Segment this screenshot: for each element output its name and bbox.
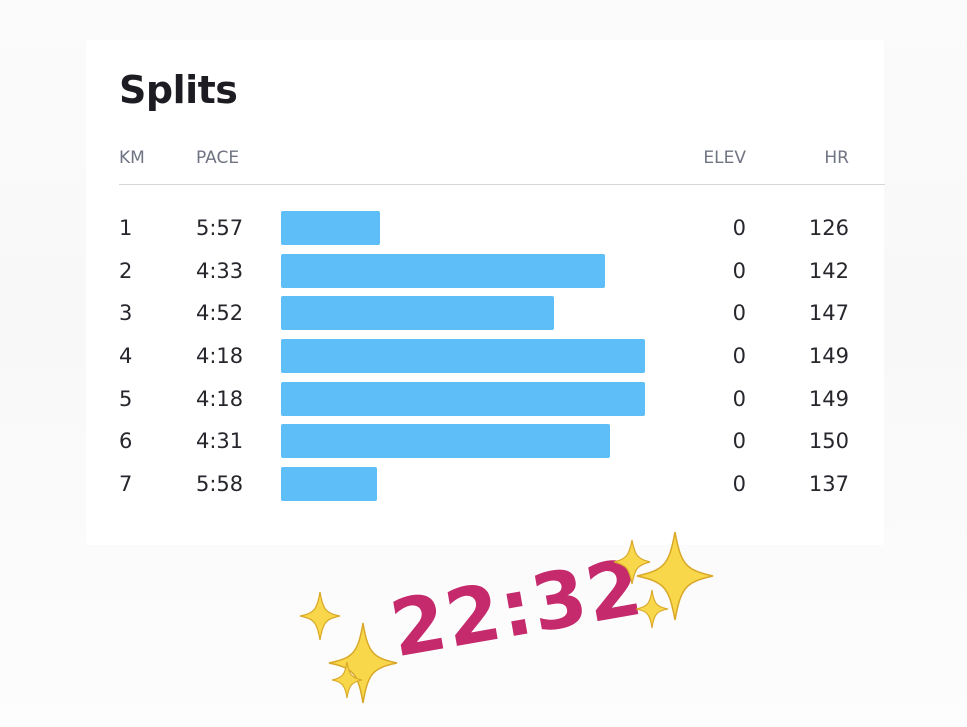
- hr-column-header: HR: [824, 148, 849, 168]
- split-elev: 0: [732, 472, 746, 497]
- header-divider: [119, 184, 885, 185]
- sparkles-icon: [299, 591, 341, 641]
- pace-bar: [281, 467, 377, 502]
- split-km: 2: [119, 258, 133, 283]
- split-km: 7: [119, 472, 133, 497]
- split-row: 7 5:58 0 137: [86, 467, 884, 510]
- pace-bar: [281, 339, 645, 374]
- split-elev: 0: [732, 386, 746, 411]
- split-hr: 149: [808, 344, 849, 369]
- pace-bar: [281, 253, 605, 288]
- split-hr: 137: [808, 472, 849, 497]
- km-column-header: KM: [119, 148, 145, 168]
- split-hr: 150: [808, 429, 849, 454]
- splits-card: Splits KM PACE ELEV HR 1 5:57 0 126 2 4:…: [86, 40, 885, 545]
- pace-bar: [281, 424, 610, 459]
- splits-header-row: KM PACE ELEV HR: [86, 148, 884, 170]
- split-km: 3: [119, 301, 133, 326]
- split-km: 4: [119, 344, 133, 369]
- sparkles-icon: [635, 589, 669, 629]
- split-elev: 0: [732, 429, 746, 454]
- split-pace: 4:33: [196, 258, 244, 283]
- splits-title: Splits: [119, 68, 238, 112]
- split-pace: 4:18: [196, 386, 244, 411]
- split-pace: 4:52: [196, 301, 244, 326]
- split-elev: 0: [732, 344, 746, 369]
- split-pace: 5:57: [196, 216, 244, 240]
- sparkles-icon: [636, 531, 714, 621]
- split-row: 6 4:31 0 150: [86, 424, 884, 467]
- split-pace: 4:18: [196, 344, 244, 369]
- split-hr: 142: [808, 258, 849, 283]
- elev-column-header: ELEV: [703, 148, 746, 168]
- split-row: 3 4:52 0 147: [86, 296, 884, 339]
- sparkles-icon: [331, 661, 363, 699]
- split-pace: 5:58: [196, 472, 244, 497]
- split-elev: 0: [732, 258, 746, 283]
- split-km: 5: [119, 386, 133, 411]
- pace-bar: [281, 211, 380, 245]
- split-hr: 126: [808, 216, 849, 240]
- split-hr: 147: [808, 301, 849, 326]
- pace-bar: [281, 296, 554, 331]
- split-km: 6: [119, 429, 133, 454]
- pace-column-header: PACE: [196, 148, 240, 168]
- splits-table-body: 1 5:57 0 126 2 4:33 0 142 3 4:52 0 147: [86, 211, 884, 510]
- split-km: 1: [119, 216, 133, 240]
- total-time-value: 22:32: [384, 542, 650, 676]
- split-row: 1 5:57 0 126: [86, 211, 884, 254]
- split-row: 5 4:18 0 149: [86, 381, 884, 425]
- split-elev: 0: [732, 301, 746, 326]
- split-hr: 149: [808, 386, 849, 411]
- split-row: 2 4:33 0 142: [86, 253, 884, 297]
- pace-bar: [281, 381, 645, 416]
- split-row: 4 4:18 0 149: [86, 339, 884, 382]
- sparkles-icon: [613, 539, 651, 585]
- split-pace: 4:31: [196, 429, 244, 454]
- total-time-sticker: 22:32: [290, 528, 730, 708]
- sparkles-icon: [328, 622, 398, 704]
- split-elev: 0: [732, 216, 746, 240]
